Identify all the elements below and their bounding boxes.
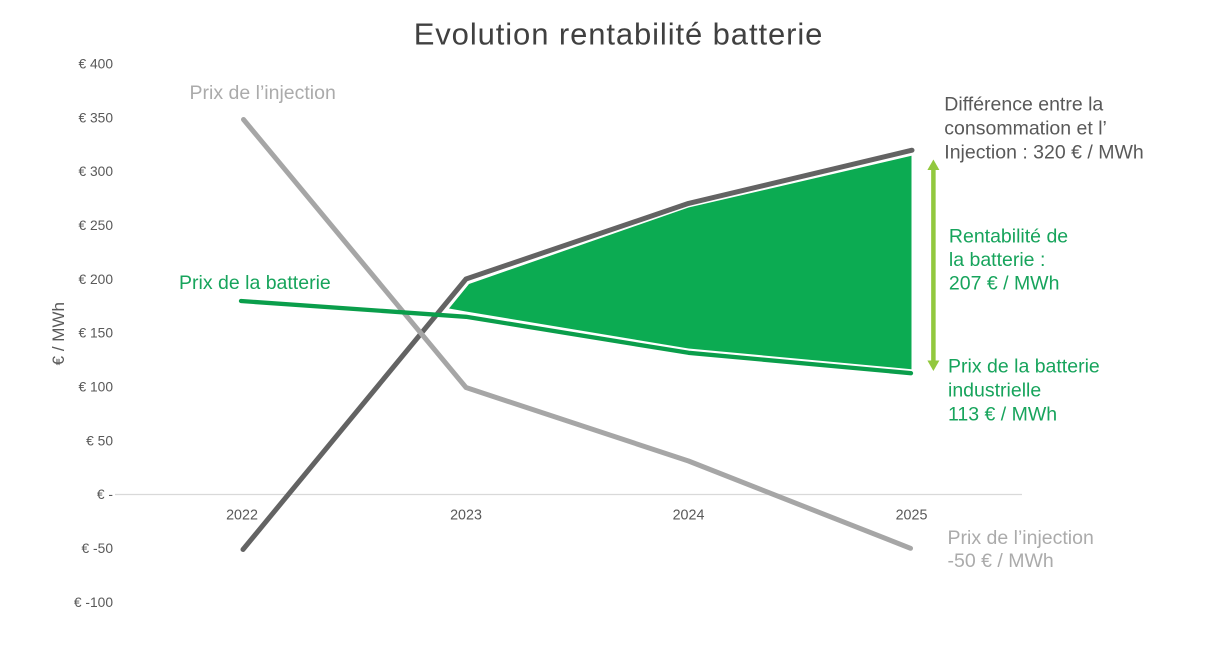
- svg-text:Evolution rentabilité batterie: Evolution rentabilité batterie: [414, 17, 824, 52]
- svg-text:€ / MWh: € / MWh: [49, 302, 68, 365]
- svg-text:Prix de l’injection: Prix de l’injection: [948, 527, 1094, 549]
- svg-text:2023: 2023: [450, 507, 482, 523]
- svg-text:€ 200: € 200: [78, 272, 113, 287]
- svg-text:Prix de la batterie: Prix de la batterie: [179, 272, 331, 294]
- svg-text:Prix de la batterie: Prix de la batterie: [948, 356, 1100, 378]
- svg-text:2025: 2025: [896, 507, 928, 523]
- svg-text:€ 250: € 250: [78, 218, 113, 233]
- svg-text:2024: 2024: [673, 507, 705, 523]
- svg-text:€ 150: € 150: [78, 326, 113, 341]
- svg-text:€ 300: € 300: [78, 164, 113, 179]
- svg-text:2022: 2022: [226, 507, 258, 523]
- svg-text:€ 100: € 100: [78, 380, 113, 395]
- svg-text:€ 400: € 400: [78, 57, 113, 72]
- svg-text:€ 350: € 350: [78, 110, 113, 125]
- svg-text:Injection : 320 € / MWh: Injection : 320 € / MWh: [944, 141, 1143, 163]
- svg-text:consommation et l’: consommation et l’: [944, 118, 1107, 140]
- svg-text:€ 50: € 50: [86, 433, 113, 448]
- svg-text:€ -: € -: [97, 487, 113, 502]
- svg-text:industrielle: industrielle: [948, 380, 1041, 402]
- svg-text:113 € / MWh: 113 € / MWh: [948, 403, 1057, 425]
- svg-text:-50 € / MWh: -50 € / MWh: [948, 550, 1054, 572]
- svg-text:Prix de l’injection: Prix de l’injection: [190, 82, 336, 104]
- svg-text:Différence entre la: Différence entre la: [944, 94, 1103, 116]
- svg-text:€ -100: € -100: [74, 595, 113, 610]
- svg-text:€ -50: € -50: [82, 541, 114, 556]
- svg-text:207 € / MWh: 207 € / MWh: [949, 273, 1060, 295]
- svg-text:la batterie :: la batterie :: [949, 249, 1045, 271]
- svg-text:Rentabilité de: Rentabilité de: [949, 226, 1068, 248]
